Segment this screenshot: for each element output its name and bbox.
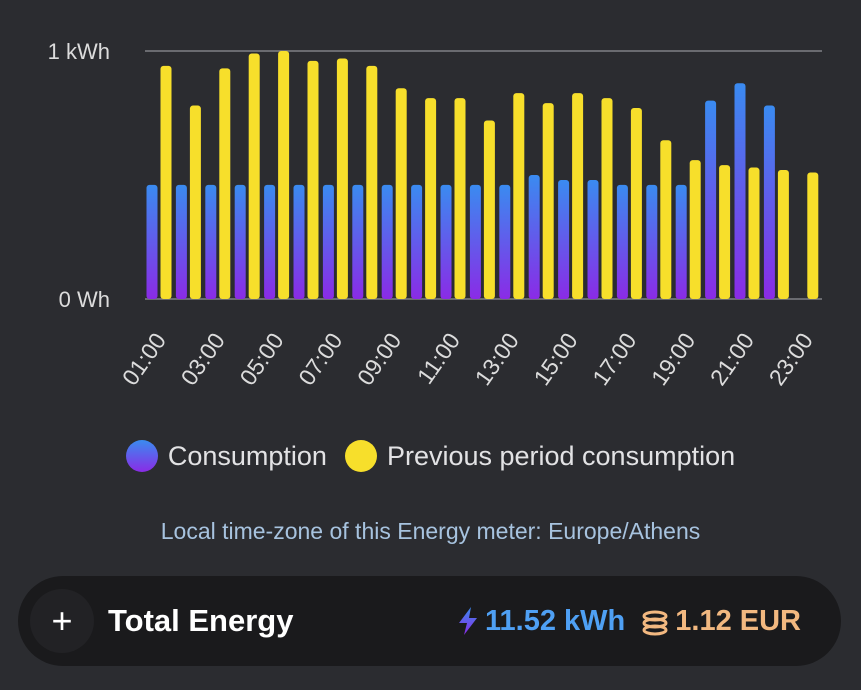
bar-consumption-18:00[interactable] [646,184,658,299]
bar-previous-14:00[interactable] [542,103,554,299]
bar-consumption-14:00[interactable] [528,175,540,299]
energy-bar-chart: 1 kWh 0 Wh 01:00 03:00 05:00 07:00 09:00 11:0… [48,39,822,390]
bar-consumption-11:00[interactable] [440,184,452,299]
x-tick-label: 05:00 [234,328,288,390]
bar-previous-09:00[interactable] [395,88,407,299]
bar-consumption-21:00[interactable] [734,83,746,300]
bar-previous-05:00[interactable] [278,51,290,299]
bar-consumption-17:00[interactable] [616,184,628,299]
bar-previous-11:00[interactable] [454,98,466,300]
bar-consumption-15:00[interactable] [558,179,570,299]
bar-previous-16:00[interactable] [601,98,613,300]
previous-swatch-icon [344,440,377,472]
x-tick-label: 11:00 [412,328,465,389]
bar-previous-18:00[interactable] [660,140,672,299]
legend-label-consumption: Consumption [167,440,327,471]
x-tick-label: 23:00 [764,328,818,390]
x-tick-label: 15:00 [528,328,582,390]
legend-item-consumption[interactable]: Consumption [125,440,327,472]
bar-previous-01:00[interactable] [160,65,172,299]
bar-consumption-05:00[interactable] [264,184,276,299]
x-tick-label: 19:00 [646,328,700,390]
bar-consumption-20:00[interactable] [705,100,717,299]
bar-consumption-03:00[interactable] [205,184,217,299]
bar-previous-07:00[interactable] [336,58,348,299]
bar-previous-08:00[interactable] [366,65,378,299]
x-tick-label: 01:00 [117,328,171,390]
x-tick-label: 07:00 [293,328,347,390]
total-cost-value: 1.12 EUR [675,604,801,637]
bar-previous-21:00[interactable] [748,167,760,299]
bar-previous-02:00[interactable] [189,105,201,299]
bar-consumption-09:00[interactable] [381,184,393,299]
bar-previous-20:00[interactable] [719,165,731,299]
bar-consumption-13:00[interactable] [499,184,511,299]
bar-consumption-10:00[interactable] [411,184,423,299]
bar-consumption-04:00[interactable] [234,184,246,299]
x-tick-label: 13:00 [470,328,524,390]
x-tick-label: 21:00 [705,328,759,390]
bar-consumption-22:00[interactable] [763,105,775,299]
bar-previous-22:00[interactable] [777,170,789,299]
bar-consumption-08:00[interactable] [352,184,364,299]
bar-previous-06:00[interactable] [307,60,319,299]
bar-previous-15:00[interactable] [572,93,584,299]
legend-label-previous: Previous period consumption [386,440,736,471]
expand-plus-button[interactable]: + [30,589,94,653]
consumption-swatch-icon [125,440,158,472]
y-tick-label-top: 1 kWh [48,39,110,64]
bar-previous-04:00[interactable] [248,53,260,300]
bar-consumption-12:00[interactable] [469,184,481,299]
y-tick-label-bottom: 0 Wh [59,287,110,312]
coins-icon [641,606,669,636]
bar-consumption-02:00[interactable] [175,184,187,299]
bar-consumption-01:00[interactable] [146,184,158,299]
bar-previous-10:00[interactable] [425,98,437,300]
x-tick-label: 17:00 [587,328,641,390]
bar-previous-19:00[interactable] [689,160,701,299]
bar-previous-13:00[interactable] [513,93,525,299]
chart-legend: Consumption Previous period consumption [0,440,861,472]
total-energy-value: 11.52 kWh [485,604,626,637]
legend-item-previous[interactable]: Previous period consumption [344,440,736,472]
bar-consumption-07:00[interactable] [322,184,334,299]
total-energy-title: Total Energy [108,603,294,638]
total-energy-row[interactable]: + Total Energy 11.52 kWh 1.12 EUR [18,576,841,666]
x-tick-label: 09:00 [352,328,406,390]
timezone-note: Local time-zone of this Energy meter: Eu… [160,518,701,544]
bar-previous-03:00[interactable] [219,68,231,299]
lightning-bolt-icon [457,606,479,636]
bar-consumption-16:00[interactable] [587,179,599,299]
bar-previous-23:00[interactable] [807,172,819,299]
bar-previous-12:00[interactable] [483,120,495,299]
bar-consumption-06:00[interactable] [293,184,305,299]
x-tick-label: 03:00 [176,328,230,390]
bar-previous-17:00[interactable] [630,108,642,299]
bar-consumption-19:00[interactable] [675,184,687,299]
